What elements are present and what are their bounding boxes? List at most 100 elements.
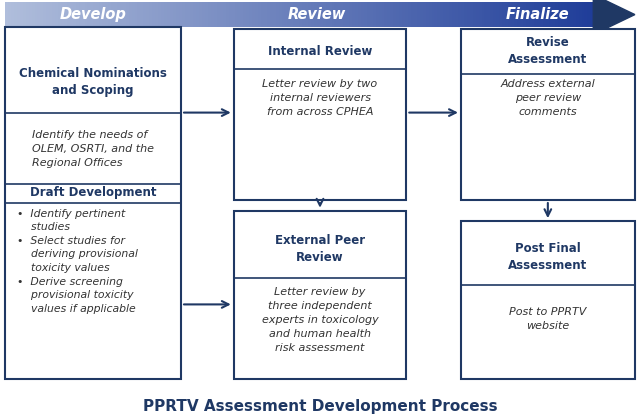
Polygon shape (461, 2, 464, 27)
Polygon shape (23, 2, 26, 27)
Polygon shape (446, 2, 449, 27)
Polygon shape (226, 2, 228, 27)
Polygon shape (40, 2, 44, 27)
Text: Chemical Nominations
and Scoping: Chemical Nominations and Scoping (19, 67, 167, 97)
Polygon shape (155, 2, 158, 27)
Polygon shape (517, 2, 520, 27)
Polygon shape (228, 2, 232, 27)
Polygon shape (196, 2, 199, 27)
Polygon shape (372, 2, 376, 27)
Polygon shape (282, 2, 285, 27)
Polygon shape (232, 2, 234, 27)
Polygon shape (278, 2, 282, 27)
Polygon shape (567, 2, 570, 27)
Polygon shape (320, 2, 323, 27)
Text: Revise
Assessment: Revise Assessment (508, 36, 588, 66)
Polygon shape (381, 2, 385, 27)
Polygon shape (311, 2, 314, 27)
Text: Finalize: Finalize (506, 7, 570, 22)
Polygon shape (29, 2, 31, 27)
Polygon shape (173, 2, 176, 27)
Polygon shape (502, 2, 505, 27)
Polygon shape (291, 2, 293, 27)
Polygon shape (540, 2, 543, 27)
Polygon shape (385, 2, 387, 27)
Polygon shape (114, 2, 117, 27)
Polygon shape (20, 2, 23, 27)
Polygon shape (582, 2, 584, 27)
Polygon shape (267, 2, 270, 27)
Polygon shape (458, 2, 461, 27)
Polygon shape (149, 2, 152, 27)
Polygon shape (529, 2, 532, 27)
Polygon shape (532, 2, 534, 27)
Polygon shape (420, 2, 422, 27)
FancyBboxPatch shape (461, 221, 635, 379)
Polygon shape (570, 2, 573, 27)
Polygon shape (182, 2, 184, 27)
Polygon shape (514, 2, 517, 27)
Polygon shape (399, 2, 402, 27)
Polygon shape (558, 2, 561, 27)
Polygon shape (429, 2, 431, 27)
Polygon shape (143, 2, 147, 27)
Polygon shape (108, 2, 111, 27)
Polygon shape (158, 2, 161, 27)
Polygon shape (293, 2, 296, 27)
Polygon shape (252, 2, 255, 27)
Polygon shape (305, 2, 308, 27)
Polygon shape (534, 2, 538, 27)
Polygon shape (358, 2, 361, 27)
Polygon shape (61, 2, 64, 27)
Polygon shape (335, 2, 337, 27)
Polygon shape (470, 2, 473, 27)
Polygon shape (546, 2, 549, 27)
Polygon shape (140, 2, 143, 27)
Polygon shape (167, 2, 170, 27)
Polygon shape (179, 2, 182, 27)
Polygon shape (64, 2, 67, 27)
Polygon shape (123, 2, 125, 27)
Polygon shape (422, 2, 426, 27)
Polygon shape (340, 2, 343, 27)
Polygon shape (523, 2, 525, 27)
Polygon shape (370, 2, 372, 27)
Polygon shape (255, 2, 258, 27)
Polygon shape (323, 2, 326, 27)
Polygon shape (467, 2, 470, 27)
Polygon shape (564, 2, 567, 27)
Polygon shape (52, 2, 55, 27)
Polygon shape (11, 2, 14, 27)
Polygon shape (328, 2, 332, 27)
Polygon shape (117, 2, 120, 27)
Polygon shape (120, 2, 123, 27)
Polygon shape (317, 2, 320, 27)
Polygon shape (264, 2, 267, 27)
Polygon shape (243, 2, 246, 27)
FancyBboxPatch shape (234, 211, 406, 379)
Polygon shape (555, 2, 558, 27)
Polygon shape (575, 2, 579, 27)
Polygon shape (488, 2, 490, 27)
Polygon shape (414, 2, 417, 27)
Polygon shape (164, 2, 167, 27)
Polygon shape (493, 2, 496, 27)
Text: Draft Development: Draft Development (30, 186, 156, 199)
Polygon shape (326, 2, 328, 27)
Polygon shape (300, 2, 302, 27)
Text: •  Identify pertinent
    studies
•  Select studies for
    deriving provisional: • Identify pertinent studies • Select st… (17, 208, 138, 314)
Polygon shape (402, 2, 405, 27)
Polygon shape (161, 2, 164, 27)
Polygon shape (561, 2, 564, 27)
Polygon shape (241, 2, 243, 27)
Polygon shape (70, 2, 73, 27)
Polygon shape (147, 2, 149, 27)
Polygon shape (190, 2, 193, 27)
Polygon shape (355, 2, 358, 27)
Polygon shape (79, 2, 81, 27)
Polygon shape (543, 2, 546, 27)
Polygon shape (152, 2, 155, 27)
Polygon shape (440, 2, 444, 27)
Polygon shape (579, 2, 582, 27)
Polygon shape (193, 2, 196, 27)
